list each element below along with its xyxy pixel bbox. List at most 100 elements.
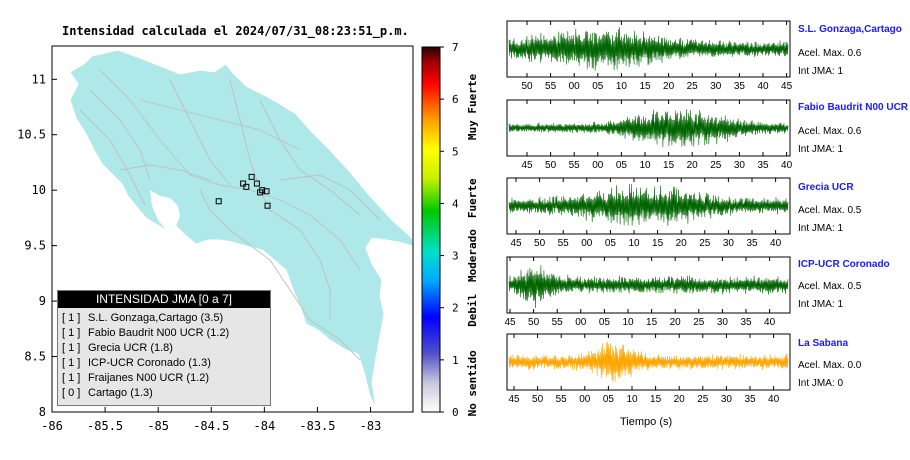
colorbar-ticks: 0 1 2 3 4 5 6 7 [440, 41, 459, 419]
waveform-trace [508, 183, 789, 226]
time-tick-label: 00 [581, 238, 593, 249]
colorbar-tick-label: 7 [452, 41, 459, 54]
colorbar-category-label: No sentido [466, 350, 479, 417]
time-tick-label: 10 [628, 238, 640, 249]
time-tick-label: 25 [699, 238, 711, 249]
trace-station-name: Fabio Baudrit N00 UCR [798, 102, 909, 113]
station-marker [257, 189, 264, 196]
legend-item: [ 1 ] Fabio Baudrit N00 UCR (1.2) [58, 326, 270, 341]
x-tick-label: -85 [147, 419, 169, 433]
time-tick-label: 20 [663, 81, 675, 92]
time-tick-label: 05 [605, 238, 617, 249]
time-tick-label: 25 [693, 317, 705, 328]
colorbar-tick-label: 0 [452, 406, 459, 419]
time-tick-label: 50 [545, 160, 557, 171]
colorbar-tick-label: 2 [452, 302, 459, 315]
time-tick-label: 05 [592, 81, 604, 92]
time-tick-label: 45 [508, 394, 520, 405]
time-tick-label: 15 [650, 394, 662, 405]
time-tick-label: 35 [746, 238, 758, 249]
legend-item: [ 1 ] Grecia UCR (1.8) [58, 341, 270, 356]
x-tick-label: -84.5 [193, 419, 229, 433]
legend-item: [ 1 ] ICP-UCR Coronado (1.3) [58, 356, 270, 371]
colorbar-category-label: Moderado [466, 229, 479, 282]
waveform-panel: 45 50 55 00 05 10 15 20 25 30 35 40 [506, 333, 791, 405]
waveform-trace [508, 342, 789, 383]
time-tick-label: 30 [710, 81, 722, 92]
legend-header: INTENSIDAD JMA [0 a 7] [58, 291, 270, 308]
waveform-panel: 45 50 55 00 05 10 15 20 25 30 35 40 [504, 256, 791, 328]
time-axis-label: Tiempo (s) [620, 416, 673, 428]
x-tick-label: -83 [360, 419, 382, 433]
time-tick-label: 35 [744, 394, 756, 405]
map-y-axis: 8 8.5 9 9.5 10 10.5 11 [17, 72, 57, 419]
x-tick-label: -84 [254, 419, 276, 433]
legend-station: Fraijanes N00 UCR (1.2) [88, 372, 210, 384]
time-tick-label: 55 [556, 394, 568, 405]
trace-acel-max: Acel. Max. 0.6 [798, 126, 862, 137]
time-tick-label: 00 [579, 394, 591, 405]
y-tick-label: 10.5 [17, 128, 46, 142]
trace-station-name: Grecia UCR [798, 182, 854, 193]
trace-station-name: ICP-UCR Coronado [798, 259, 890, 270]
legend-intensity: [ 1 ] [62, 357, 81, 369]
trace-int-jma: Int JMA: 1 [798, 66, 844, 77]
waveform-panel: 50 55 00 05 10 15 20 25 30 35 40 45 [506, 20, 793, 92]
time-tick-label: 55 [545, 81, 557, 92]
time-tick-label: 05 [603, 394, 615, 405]
time-tick-label: 25 [687, 81, 699, 92]
colorbar-categories: No sentido Debil Moderado Fuerte Muy Fuerte [466, 73, 479, 416]
time-tick-label: 35 [757, 160, 769, 171]
station-marker [248, 173, 255, 180]
time-tick-label: 55 [569, 160, 581, 171]
time-tick-label: 55 [558, 238, 570, 249]
legend-station: ICP-UCR Coronado (1.3) [88, 357, 211, 369]
colorbar-category-label: Debil [466, 294, 479, 327]
time-tick-label: 45 [781, 81, 793, 92]
trace-int-jma: Int JMA: 0 [798, 378, 844, 389]
waveform-trace [508, 109, 789, 148]
time-tick-label: 25 [697, 394, 709, 405]
time-tick-label: 50 [532, 394, 544, 405]
time-tick-label: 45 [510, 238, 522, 249]
station-markers [215, 173, 271, 209]
y-tick-label: 9.5 [24, 239, 46, 253]
time-tick-label: 45 [504, 317, 516, 328]
colorbar-category-label: Muy Fuerte [466, 73, 479, 140]
y-tick-label: 8 [39, 405, 46, 419]
legend-intensity: [ 1 ] [62, 372, 81, 384]
time-tick-label: 20 [674, 394, 686, 405]
time-tick-label: 20 [687, 160, 699, 171]
legend-station: Grecia UCR (1.8) [88, 342, 173, 354]
trace-acel-max: Acel. Max. 0.6 [798, 48, 862, 59]
time-tick-label: 50 [521, 81, 533, 92]
x-tick-label: -86 [41, 419, 63, 433]
time-tick-label: 20 [676, 238, 688, 249]
time-tick-label: 10 [639, 160, 651, 171]
intensity-legend: INTENSIDAD JMA [0 a 7] [ 1 ] S.L. Gonzaga… [57, 290, 271, 406]
legend-intensity: [ 1 ] [62, 342, 81, 354]
time-tick-label: 30 [717, 317, 729, 328]
station-marker [215, 198, 222, 205]
trace-acel-max: Acel. Max. 0.5 [798, 205, 862, 216]
waveform-trace [508, 265, 789, 309]
waveform-panel: 45 50 55 00 05 10 15 20 25 30 35 40 [506, 177, 791, 249]
trace-int-jma: Int JMA: 1 [798, 223, 844, 234]
trace-acel-max: Acel. Max. 0.0 [798, 360, 862, 371]
y-tick-label: 10 [32, 183, 46, 197]
trace-station-name: S.L. Gonzaga,Cartago [798, 24, 902, 35]
time-tick-label: 55 [552, 317, 564, 328]
time-tick-label: 50 [528, 317, 540, 328]
x-tick-label: -83.5 [299, 419, 335, 433]
station-marker [264, 202, 271, 209]
waveform-trace [508, 27, 789, 71]
colorbar-tick-label: 5 [452, 145, 459, 158]
legend-item: [ 1 ] S.L. Gonzaga,Cartago (3.5) [58, 311, 270, 326]
time-tick-label: 05 [599, 317, 611, 328]
map-frame [51, 45, 414, 413]
time-tick-label: 30 [723, 238, 735, 249]
trace-station-name: La Sabana [798, 338, 849, 349]
time-tick-label: 20 [670, 317, 682, 328]
time-tick-label: 25 [710, 160, 722, 171]
